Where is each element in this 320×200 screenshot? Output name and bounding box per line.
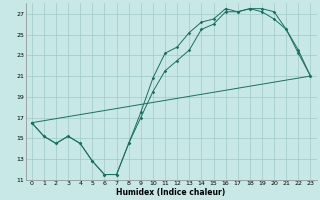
X-axis label: Humidex (Indice chaleur): Humidex (Indice chaleur) bbox=[116, 188, 226, 197]
